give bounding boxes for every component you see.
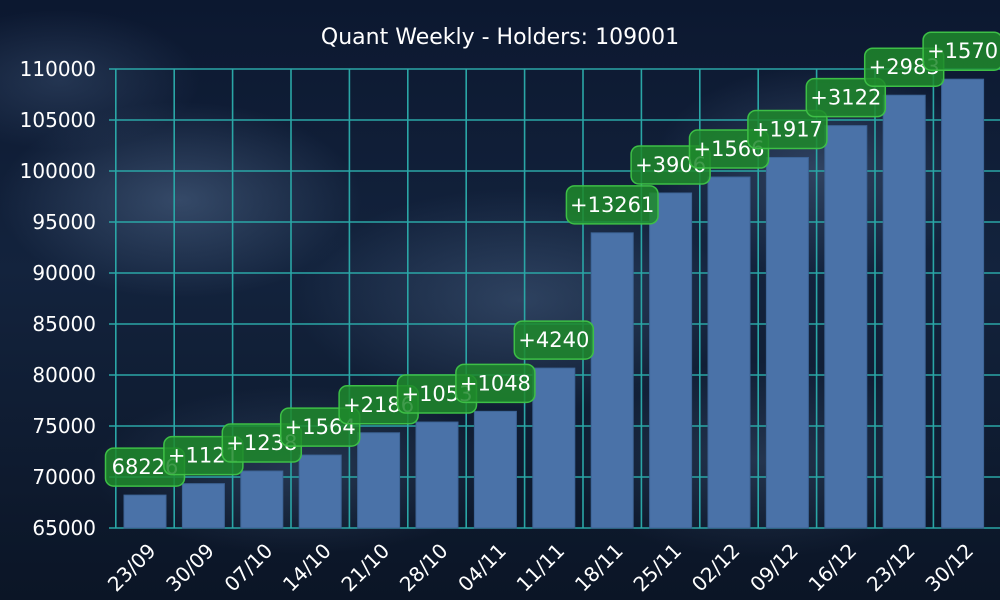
bars	[123, 78, 985, 529]
x-tick-label: 09/12	[745, 539, 803, 597]
x-tick-label: 23/09	[103, 539, 161, 597]
data-label: +4240	[518, 328, 589, 352]
data-labels: 68226+1121+1238+1564+2186+1053+1048+4240…	[104, 31, 1000, 487]
x-tick-label: 30/12	[920, 539, 978, 597]
y-tick-label: 100000	[20, 159, 96, 183]
x-tick-label: 04/11	[453, 539, 511, 597]
x-tick-label: 02/12	[687, 539, 745, 597]
x-tick-label: 28/10	[395, 539, 453, 597]
data-label: +1917	[752, 117, 823, 141]
y-tick-label: 95000	[32, 210, 96, 234]
x-tick-label: 18/11	[570, 539, 628, 597]
x-tick-label: 11/11	[512, 539, 570, 597]
bar	[941, 78, 985, 529]
x-tick-label: 30/09	[161, 539, 219, 597]
data-label-box	[513, 320, 595, 360]
bar	[882, 94, 926, 529]
data-label-box	[805, 77, 887, 118]
x-tick-label: 14/10	[278, 539, 336, 597]
x-tick-label: 23/12	[862, 539, 920, 597]
x-tick-label: 21/10	[336, 539, 394, 597]
bar	[590, 232, 634, 529]
data-label: +3122	[810, 86, 881, 110]
y-tick-label: 90000	[32, 261, 96, 285]
data-label: +13261	[570, 193, 654, 217]
bar	[181, 483, 225, 529]
y-tick-label: 85000	[32, 312, 96, 336]
data-label-box	[747, 109, 828, 150]
y-tick-label: 110000	[20, 57, 96, 81]
data-label-box	[565, 185, 659, 225]
data-label: +1048	[460, 371, 531, 395]
bar	[415, 421, 459, 529]
bar	[765, 156, 809, 529]
data-label-box	[455, 363, 536, 404]
data-label-box	[922, 31, 1000, 71]
x-tick-label: 07/10	[220, 539, 278, 597]
x-axis-ticks: 23/09 30/09 07/10 14/10 21/10 28/10 04/11 11/11…	[103, 539, 978, 597]
y-axis-ticks: 65000 70000 75000 80000 85000 90000 95000 10000…	[20, 57, 96, 540]
bar	[532, 367, 576, 529]
data-label: +1570	[927, 39, 998, 63]
bar	[824, 125, 868, 529]
bar	[357, 432, 401, 529]
bar	[123, 494, 167, 529]
bar	[298, 454, 342, 529]
bar	[473, 410, 517, 529]
bar	[649, 192, 693, 529]
y-tick-label: 80000	[32, 363, 96, 387]
x-tick-label: 16/12	[804, 539, 862, 597]
y-tick-label: 70000	[32, 465, 96, 489]
bar	[707, 176, 751, 529]
bar	[240, 470, 284, 529]
y-tick-label: 75000	[32, 414, 96, 438]
chart-title: Quant Weekly - Holders: 109001	[321, 25, 679, 50]
y-tick-label: 65000	[32, 516, 96, 540]
y-tick-label: 105000	[20, 108, 96, 132]
x-tick-label: 25/11	[628, 539, 686, 597]
